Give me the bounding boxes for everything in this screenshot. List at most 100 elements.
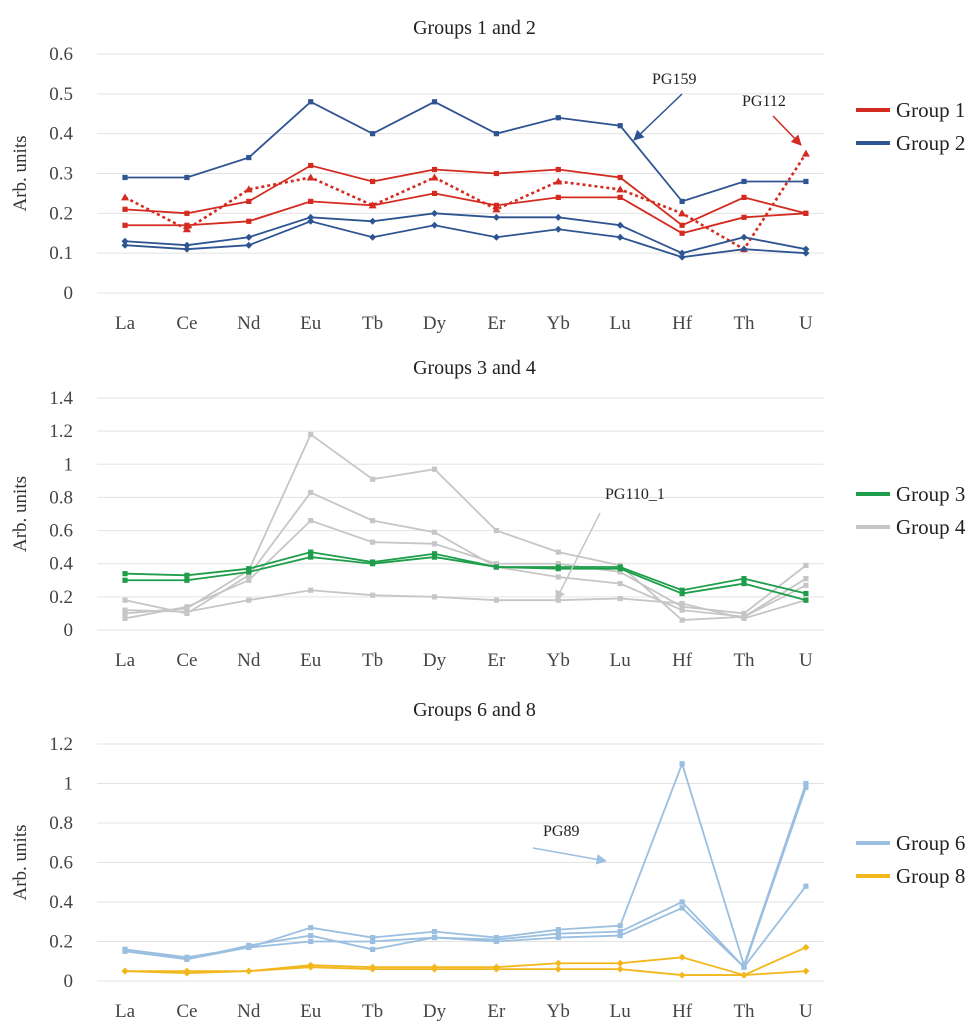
data-point: [741, 214, 747, 220]
x-tick-label: Er: [487, 313, 506, 334]
data-point: [431, 551, 438, 557]
x-tick-label: Tb: [362, 1001, 383, 1021]
data-point: [617, 569, 623, 575]
data-point: [493, 561, 499, 567]
annotation-label: PG159: [652, 71, 696, 88]
annotation-arrow: [532, 847, 608, 865]
y-tick-label: 0.4: [49, 554, 73, 575]
data-point: [122, 206, 128, 212]
data-point: [617, 581, 623, 587]
legend-label: Group 4: [896, 515, 966, 539]
data-point: [431, 466, 438, 472]
data-point: [802, 943, 810, 951]
data-point: [370, 131, 376, 137]
data-point: [184, 572, 190, 578]
data-point: [308, 489, 314, 496]
data-point: [121, 241, 129, 249]
data-point: [308, 549, 314, 555]
data-point: [183, 241, 191, 249]
data-point: [308, 431, 314, 438]
data-point: [678, 971, 686, 979]
y-tick-label: 0.5: [49, 84, 73, 105]
data-point: [122, 571, 128, 577]
data-point: [182, 225, 191, 233]
data-point: [431, 934, 438, 941]
y-tick-label: 0.2: [49, 203, 73, 224]
y-axis-label: Arb. units: [10, 825, 31, 901]
data-point: [492, 213, 500, 221]
data-point: [679, 198, 685, 204]
data-point: [183, 969, 191, 977]
data-point: [740, 245, 748, 253]
data-point: [803, 562, 809, 568]
data-point: [554, 225, 562, 233]
data-point: [493, 564, 499, 570]
series-line-group-1: [124, 152, 807, 251]
data-point: [679, 587, 685, 593]
data-point: [803, 590, 809, 597]
x-tick-label: Er: [487, 650, 506, 671]
data-point: [617, 923, 623, 929]
x-tick-label: Ce: [176, 1001, 197, 1021]
data-point: [122, 607, 128, 613]
x-tick-label: Tb: [362, 313, 383, 334]
data-point: [555, 574, 561, 580]
x-tick-label: Dy: [423, 650, 447, 671]
data-point: [679, 590, 685, 597]
x-tick-label: Er: [487, 1001, 506, 1021]
data-point: [370, 938, 376, 945]
annotation-label: PG112: [742, 93, 786, 110]
data-point: [555, 166, 561, 173]
annotation-arrow: [555, 512, 601, 601]
x-tick-label: Lu: [610, 1001, 632, 1021]
data-point: [803, 210, 809, 216]
legend-label: Group 8: [896, 864, 965, 888]
x-tick-label: Nd: [237, 650, 261, 671]
x-tick-label: Th: [733, 313, 755, 334]
series-line-group-3: [124, 551, 807, 595]
data-point: [307, 963, 315, 971]
data-point: [803, 780, 809, 787]
data-point: [431, 166, 438, 173]
data-point: [555, 931, 561, 937]
data-point: [679, 899, 685, 905]
series-line-group-6: [124, 885, 807, 969]
data-point: [555, 194, 561, 200]
data-point: [246, 218, 252, 224]
x-tick-label: Yb: [547, 1001, 570, 1021]
data-point: [369, 217, 377, 225]
data-point: [803, 883, 809, 889]
y-tick-label: 0: [64, 283, 74, 304]
data-point: [245, 233, 253, 241]
chart-title: Groups 3 and 4: [413, 357, 536, 379]
data-point: [431, 529, 438, 535]
data-point: [431, 554, 438, 560]
data-point: [741, 178, 747, 185]
data-point: [308, 925, 314, 931]
x-tick-label: Dy: [423, 1001, 447, 1021]
x-tick-label: Ce: [176, 313, 197, 334]
x-tick-label: Hf: [672, 313, 693, 334]
data-point: [617, 174, 623, 181]
data-point: [554, 965, 562, 973]
data-point: [370, 592, 376, 598]
data-point: [245, 241, 253, 249]
data-point: [679, 761, 685, 767]
data-point: [122, 610, 128, 617]
data-point: [803, 597, 809, 603]
data-point: [184, 210, 190, 216]
data-point: [493, 131, 499, 137]
data-point: [493, 597, 499, 603]
y-tick-label: 0.6: [49, 44, 73, 65]
data-point: [122, 948, 128, 954]
legend-label: Group 3: [896, 482, 965, 506]
data-point: [430, 173, 439, 181]
series-line-group-1: [124, 164, 807, 227]
data-point: [244, 185, 253, 193]
data-point: [617, 595, 623, 602]
data-point: [246, 569, 252, 575]
data-point: [678, 953, 686, 961]
data-point: [183, 245, 191, 253]
data-point: [555, 549, 561, 555]
